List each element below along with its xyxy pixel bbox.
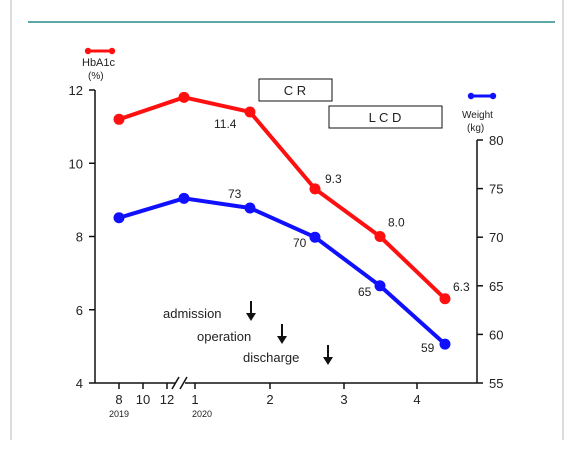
data-point-weight <box>374 280 386 292</box>
legend-weight: Weight (kg) <box>462 92 497 134</box>
y-right-tick-label: 80 <box>489 133 503 148</box>
x-tick-label: 12 <box>160 392 174 407</box>
annotation-box-lcd: L C D <box>328 105 443 129</box>
x-tick-label: 1 <box>191 392 198 407</box>
x-tick-label: 8 <box>115 392 122 407</box>
y-right-label-line1: Weight <box>462 110 493 121</box>
arrow-down-icon <box>323 357 333 365</box>
series-line-hba1c <box>118 95 447 301</box>
x-tick-label: 2 <box>266 392 273 407</box>
right-axis: 55 60 65 70 75 80 <box>476 133 503 391</box>
y-right-tick-label: 60 <box>489 327 503 342</box>
data-point-hba1c <box>244 106 256 118</box>
x-tick-label: 4 <box>413 392 420 407</box>
annotation-box-lcd-label: L C D <box>369 110 402 125</box>
data-point-weight <box>309 231 321 243</box>
y-right-tick-label: 70 <box>489 230 503 245</box>
y-left-tick-label: 12 <box>69 83 83 98</box>
y-left-tick-label: 10 <box>69 156 83 171</box>
axis-break-2 <box>179 376 188 390</box>
data-point-hba1c <box>178 91 190 103</box>
data-label-hba1c: 11.4 <box>214 117 237 131</box>
legend-hba1c: HbA1c (%) <box>82 47 116 82</box>
series-layer: 11.4 9.3 8.0 6.3 73 70 65 59 <box>113 91 470 355</box>
annotation-discharge-label: discharge <box>243 350 299 365</box>
y-right-label-line2: (kg) <box>467 123 484 134</box>
arrow-down-icon <box>277 336 287 344</box>
data-point-hba1c <box>374 231 386 242</box>
annotation-operation: operation <box>197 324 287 344</box>
annotation-admission: admission <box>163 301 256 321</box>
x-tick-label: 10 <box>136 392 150 407</box>
data-point-weight <box>178 192 190 204</box>
data-point-hba1c <box>309 183 321 195</box>
y-left-tick-label: 8 <box>76 230 83 245</box>
y-left-tick-label: 6 <box>76 303 83 318</box>
annotation-admission-label: admission <box>163 306 222 321</box>
annotation-box-cr: C R <box>258 78 333 102</box>
data-point-weight <box>244 202 256 214</box>
arrow-down-icon <box>246 313 256 321</box>
data-point-weight <box>113 212 125 224</box>
x-tick-label: 3 <box>340 392 347 407</box>
left-axis: 4 6 8 10 12 <box>69 83 96 391</box>
data-label-hba1c: 8.0 <box>388 216 405 230</box>
data-point-weight <box>439 338 451 350</box>
data-label-hba1c: 6.3 <box>453 280 470 294</box>
y-left-tick-label: 4 <box>76 376 83 391</box>
y-left-label-line2: (%) <box>88 71 104 82</box>
y-left-label-line1: HbA1c <box>82 57 116 69</box>
annotation-operation-label: operation <box>197 329 251 344</box>
axis-break-1 <box>171 376 180 390</box>
data-label-weight: 59 <box>421 341 435 355</box>
data-label-weight: 70 <box>293 236 307 250</box>
series-line-weight <box>118 196 447 346</box>
annotation-box-cr-label: C R <box>284 83 306 98</box>
y-right-tick-label: 65 <box>489 279 503 294</box>
annotation-discharge: discharge <box>243 345 333 365</box>
x-tick-sublabel: 2020 <box>192 409 212 419</box>
x-axis: 8 2019 10 12 1 2020 2 3 4 <box>95 376 477 419</box>
y-right-tick-label: 75 <box>489 182 503 197</box>
x-tick-sublabel: 2019 <box>109 409 129 419</box>
data-label-weight: 65 <box>358 285 372 299</box>
data-point-hba1c <box>113 113 125 125</box>
data-point-hba1c <box>439 293 451 305</box>
y-right-tick-label: 55 <box>489 376 503 391</box>
data-label-hba1c: 9.3 <box>325 172 342 186</box>
data-label-weight: 73 <box>228 187 242 201</box>
